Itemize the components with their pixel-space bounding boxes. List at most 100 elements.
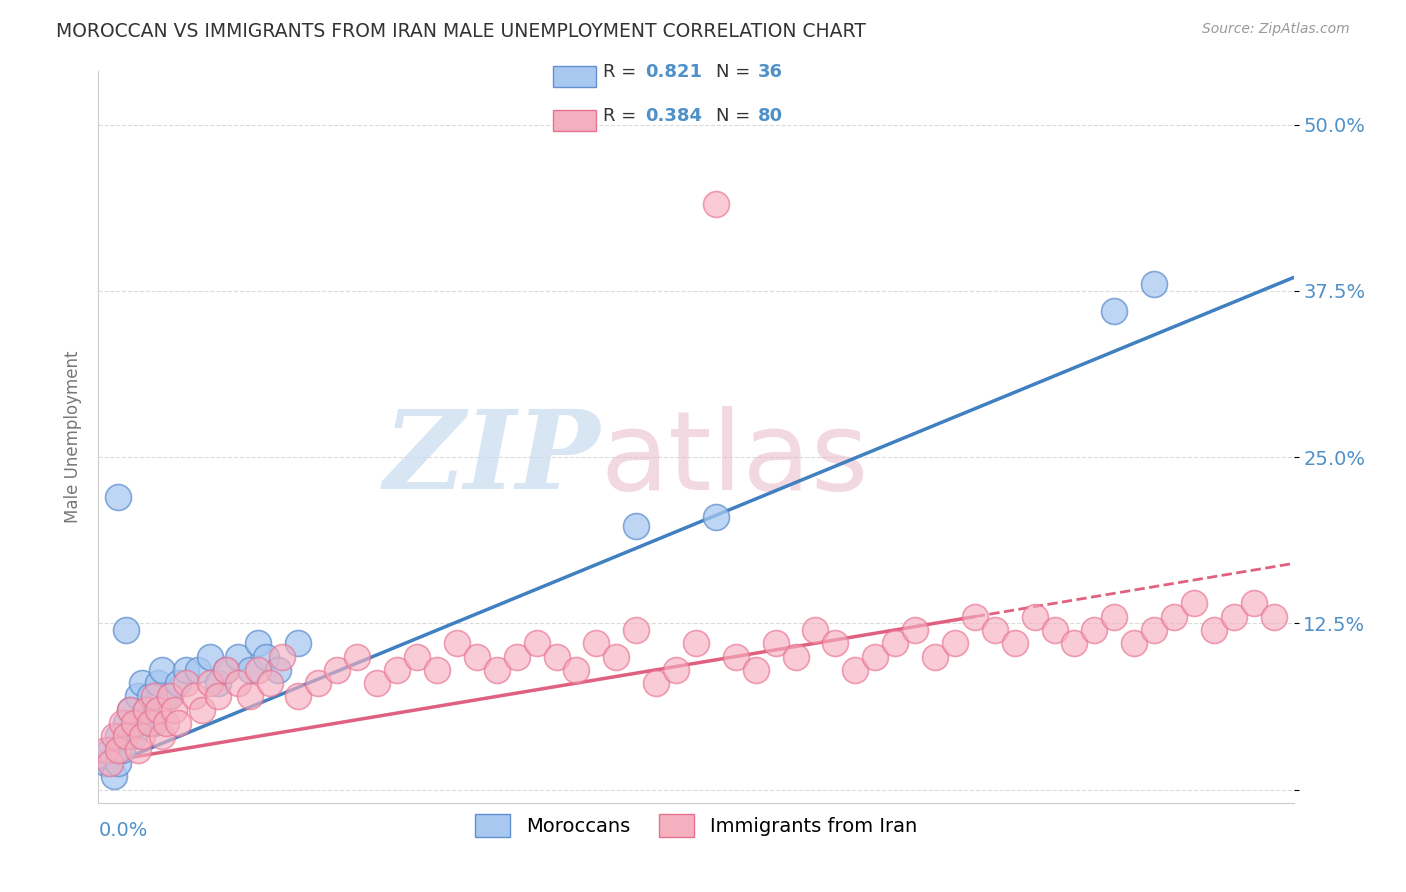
Point: [127, 742, 149, 756]
Y-axis label: Male Unemployment: Male Unemployment: [63, 351, 82, 524]
Legend: Moroccans, Immigrants from Iran: Moroccans, Immigrants from Iran: [467, 806, 925, 845]
Point: [187, 663, 209, 677]
Point: [135, 703, 157, 717]
Text: ZIP: ZIP: [384, 405, 600, 513]
Point: [191, 703, 214, 717]
Point: [267, 663, 290, 677]
Point: [183, 690, 205, 704]
Point: [115, 716, 138, 731]
Point: [446, 636, 468, 650]
Point: [143, 690, 166, 704]
Point: [984, 623, 1007, 637]
Point: [96, 742, 118, 756]
Point: [785, 649, 807, 664]
Point: [1024, 609, 1046, 624]
Point: [1182, 596, 1205, 610]
Point: [1063, 636, 1085, 650]
Point: [107, 490, 129, 504]
Text: 0.0%: 0.0%: [98, 821, 148, 840]
Point: [485, 663, 508, 677]
Point: [626, 623, 648, 637]
Text: atlas: atlas: [600, 406, 869, 513]
Point: [605, 649, 627, 664]
Point: [150, 729, 173, 743]
Text: 0.384: 0.384: [645, 107, 703, 125]
Point: [115, 729, 138, 743]
Point: [704, 509, 727, 524]
Point: [148, 676, 170, 690]
Point: [1083, 623, 1105, 637]
Point: [385, 663, 409, 677]
Point: [406, 649, 429, 664]
Point: [824, 636, 846, 650]
Point: [924, 649, 946, 664]
Point: [239, 690, 262, 704]
Point: [131, 729, 153, 743]
Text: R =: R =: [603, 107, 637, 125]
Point: [246, 636, 269, 650]
Point: [585, 636, 607, 650]
Point: [98, 756, 122, 770]
Point: [120, 703, 142, 717]
Point: [626, 519, 648, 533]
Text: R =: R =: [603, 63, 637, 81]
Text: MOROCCAN VS IMMIGRANTS FROM IRAN MALE UNEMPLOYMENT CORRELATION CHART: MOROCCAN VS IMMIGRANTS FROM IRAN MALE UN…: [56, 22, 866, 41]
Point: [159, 690, 181, 704]
Point: [326, 663, 349, 677]
Text: Source: ZipAtlas.com: Source: ZipAtlas.com: [1202, 22, 1350, 37]
Point: [1223, 609, 1246, 624]
Point: [724, 649, 747, 664]
Point: [127, 690, 149, 704]
Point: [1143, 623, 1166, 637]
Point: [124, 716, 146, 731]
Point: [426, 663, 449, 677]
FancyBboxPatch shape: [553, 110, 596, 131]
Point: [546, 649, 568, 664]
Point: [107, 742, 129, 756]
Point: [111, 716, 134, 731]
Point: [844, 663, 866, 677]
Point: [103, 729, 125, 743]
Point: [143, 716, 166, 731]
Point: [287, 636, 309, 650]
Point: [745, 663, 768, 677]
Point: [124, 729, 146, 743]
Point: [1043, 623, 1066, 637]
Point: [198, 676, 221, 690]
Point: [131, 676, 153, 690]
Point: [246, 663, 269, 677]
Point: [1243, 596, 1265, 610]
Point: [943, 636, 966, 650]
Point: [704, 197, 727, 211]
Point: [207, 690, 229, 704]
Text: 0.821: 0.821: [645, 63, 703, 81]
Point: [1143, 277, 1166, 292]
Point: [111, 742, 134, 756]
Point: [135, 703, 157, 717]
Point: [1004, 636, 1026, 650]
Point: [1123, 636, 1146, 650]
Point: [167, 676, 190, 690]
Point: [366, 676, 388, 690]
Point: [107, 729, 129, 743]
Point: [307, 676, 329, 690]
Point: [163, 703, 186, 717]
Point: [685, 636, 707, 650]
Point: [1263, 609, 1285, 624]
Point: [139, 690, 162, 704]
Point: [107, 756, 129, 770]
Point: [159, 690, 181, 704]
Point: [120, 703, 142, 717]
Point: [174, 663, 197, 677]
Point: [174, 676, 197, 690]
FancyBboxPatch shape: [553, 66, 596, 87]
Point: [127, 716, 149, 731]
Point: [465, 649, 488, 664]
Point: [1104, 609, 1126, 624]
Point: [645, 676, 668, 690]
Point: [198, 649, 221, 664]
Point: [215, 663, 238, 677]
Point: [963, 609, 986, 624]
Point: [904, 623, 927, 637]
Point: [1163, 609, 1185, 624]
